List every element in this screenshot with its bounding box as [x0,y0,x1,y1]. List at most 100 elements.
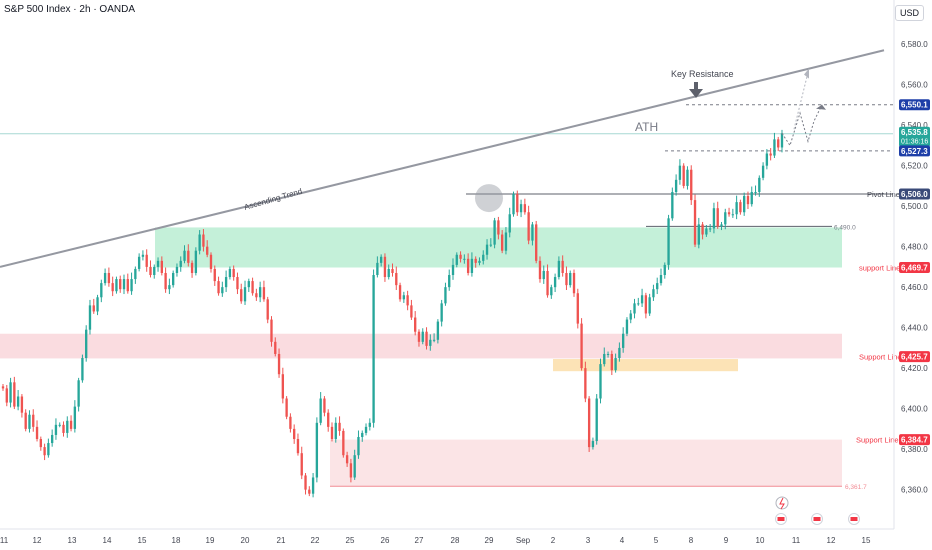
candle [156,257,160,272]
candle-body [493,220,496,245]
candle [561,255,564,277]
candle-body [485,244,489,255]
candle [368,418,371,431]
candle-body [171,272,175,286]
candle [130,272,133,295]
candle [190,260,194,278]
candle [701,221,704,240]
candle-body [535,224,538,261]
candle-body [648,297,651,314]
event-icon-flag [813,517,821,521]
candle-body [618,347,621,359]
candle-body [187,250,190,263]
candle [179,256,182,272]
chart-title: S&P 500 Index · 2h · OANDA [4,4,135,15]
candle [633,298,636,319]
candle [266,296,269,324]
candle [255,288,258,301]
price-tick-label: 6,420.0 [901,364,928,373]
support1-price-badge-bg [899,262,930,274]
candle [735,195,738,220]
candle-body [455,254,458,265]
candle [610,350,614,376]
candle-body [277,353,281,375]
candle [28,410,31,433]
candle [580,318,583,371]
candle-body [266,299,269,320]
candle-body [224,277,228,288]
candle-body [153,266,156,276]
candle [640,288,644,308]
time-tick-label: 11 [0,536,9,545]
candle-body [156,260,160,267]
candle-body [693,200,697,245]
candle [39,436,42,451]
candle-body [164,272,167,290]
candle [750,186,753,207]
candle-body [289,416,292,429]
candle-body [739,202,742,213]
candle-body [777,139,780,148]
candle [720,221,723,231]
candle [485,239,489,260]
price-tick-label: 6,440.0 [901,324,928,333]
candle [20,394,24,418]
candle [746,191,750,210]
ath-price-badge: 6,527.3 [901,147,928,156]
candle-body [754,192,757,193]
current-price-badge: 6,535.8 [901,128,928,137]
candle-body [750,192,753,205]
candle [637,297,640,306]
candle [183,245,186,264]
candle-body [690,169,693,201]
candle-body [572,272,576,294]
candle [667,214,670,270]
candle [315,417,319,483]
candle-body [28,414,31,429]
candle [542,265,545,284]
candle-body [183,250,186,261]
time-tick-label: Sep [516,536,531,545]
candle [243,280,247,305]
candle-body [633,303,636,314]
candle-body [111,283,114,292]
candle [531,221,534,246]
candle-body [1,386,5,389]
candle [523,198,527,215]
candle-body [656,283,659,290]
candle-body [716,208,719,227]
candle [270,316,273,347]
candle-body [206,246,209,255]
candle-body [240,289,243,302]
candle [705,225,708,237]
candle-body [308,489,311,494]
candle-body [569,272,572,286]
candle-body [300,453,303,476]
candle-body [421,331,424,342]
candle-body [73,406,77,429]
candle [217,276,220,296]
candle [599,358,602,404]
candle-body [527,212,530,241]
candle-body [5,388,8,403]
candle-body [338,422,341,431]
candle [319,392,322,426]
candle [69,415,73,432]
candle-body [451,264,455,276]
candle-body [743,196,746,213]
candle-body [85,329,88,359]
candle [712,202,716,234]
ascending-trendline [0,49,885,268]
time-tick-label: 29 [485,536,494,545]
level-6361-label: 6,361.7 [845,484,867,491]
candle [572,269,576,297]
support3-price-badge: 6,384.7 [901,436,928,445]
candle [194,247,198,276]
candle [81,354,84,383]
orange-zone [553,359,738,372]
time-tick-label: 4 [620,536,625,545]
candle-body [765,153,769,166]
currency-button[interactable]: USD [894,5,924,21]
